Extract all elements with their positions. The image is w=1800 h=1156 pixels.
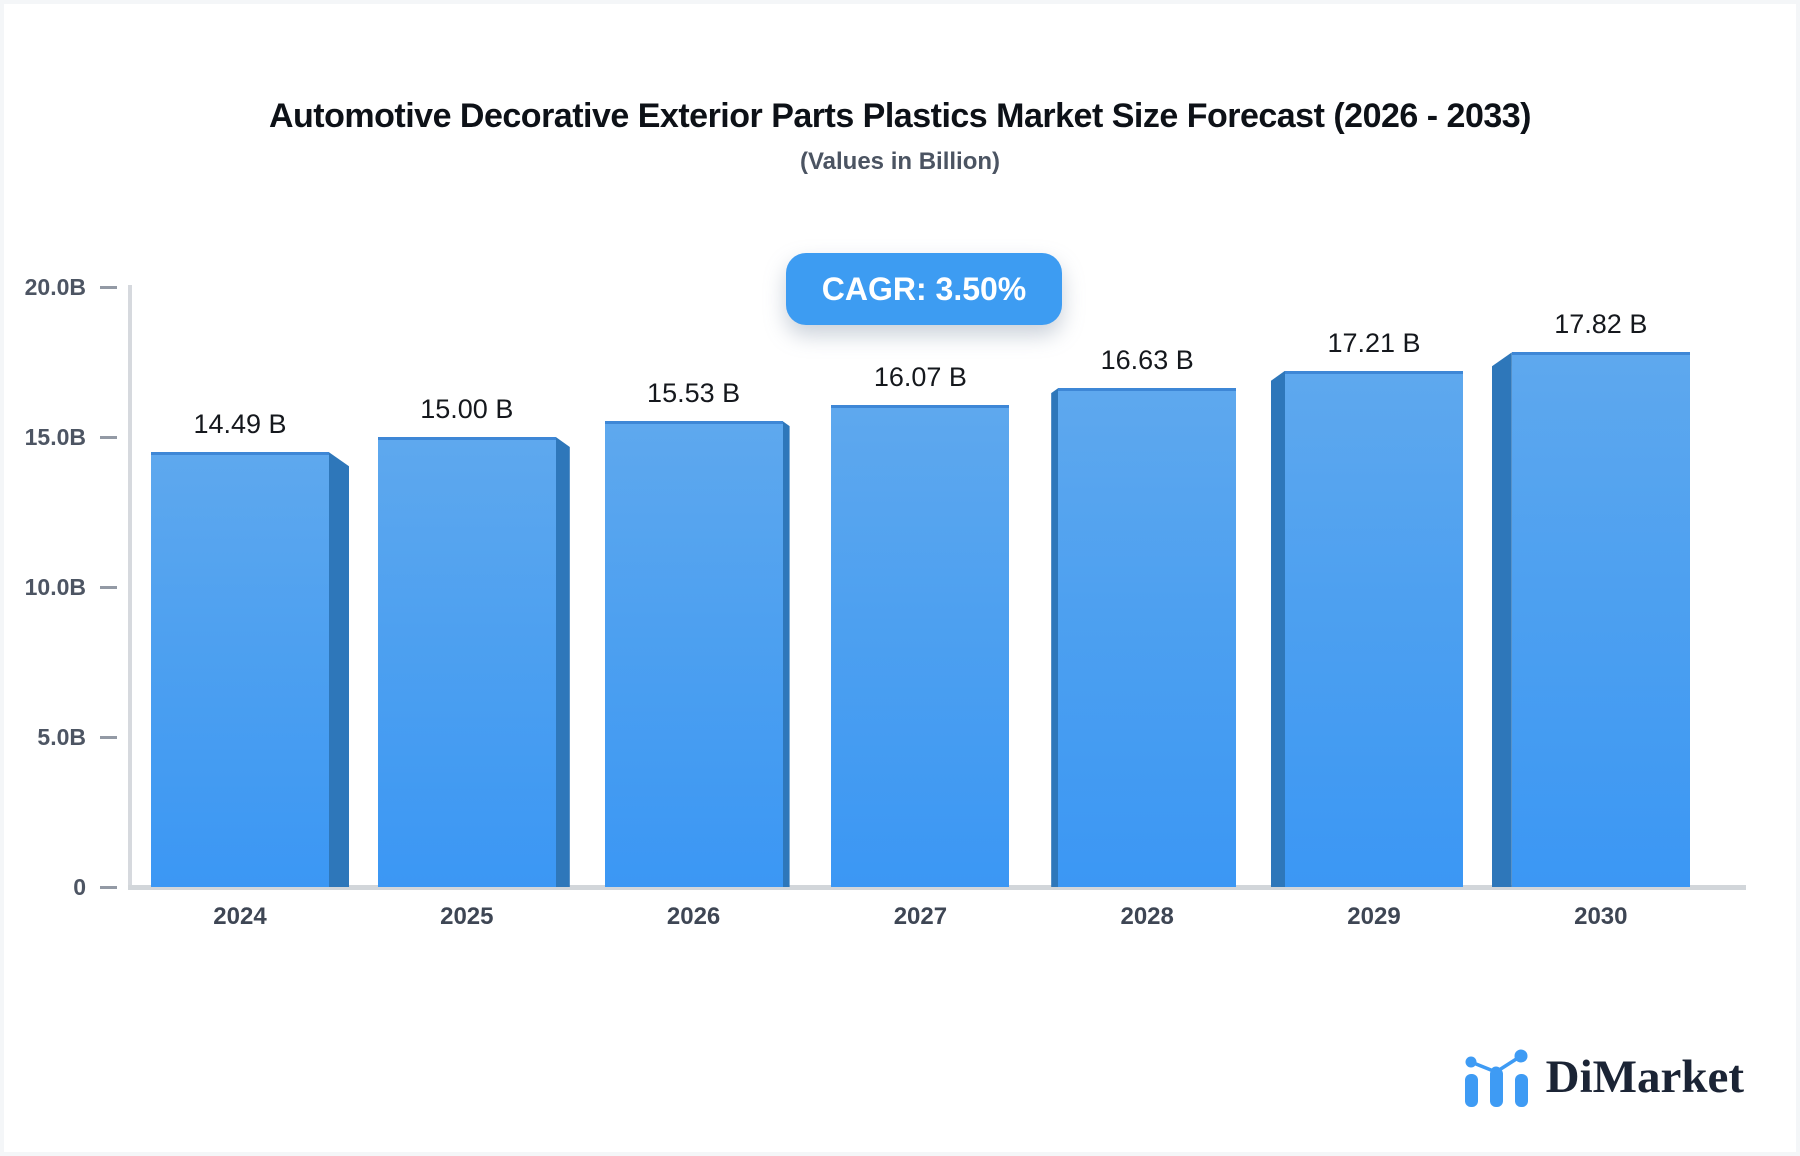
bar-value-label: 14.49 B xyxy=(193,409,287,440)
x-axis-category-label: 2029 xyxy=(1347,903,1401,930)
brand-name: DiMarket xyxy=(1545,1051,1744,1103)
bar-2024 xyxy=(151,452,329,887)
bar-value-label: 16.07 B xyxy=(873,361,967,392)
bar-3d-side xyxy=(555,437,570,887)
bar-value-label: 17.21 B xyxy=(1327,327,1421,358)
y-axis-tick-mark xyxy=(100,436,117,439)
x-axis-category-label: 2026 xyxy=(666,903,721,930)
y-axis-tick-mark xyxy=(100,586,117,589)
bar-2025 xyxy=(377,437,556,887)
bar-value-label: 17.82 B xyxy=(1554,309,1648,340)
bar-2026 xyxy=(604,421,783,887)
bar-value-label: 15.53 B xyxy=(647,378,741,409)
y-axis-tick-label: 10.0B xyxy=(24,574,86,600)
x-axis-category-label: 2025 xyxy=(440,903,494,930)
brand-logo: DiMarket xyxy=(1463,1046,1744,1108)
bar-3d-side xyxy=(1271,370,1285,887)
bar-2029 xyxy=(1285,370,1463,887)
x-axis-category-label: 2030 xyxy=(1574,903,1628,930)
bar-value-label: 15.00 B xyxy=(420,394,514,424)
bar-3d-side xyxy=(1051,388,1059,887)
bar-3d-side xyxy=(782,421,790,887)
cagr-badge: CAGR: 3.50% xyxy=(786,253,1062,325)
bar-3d-side xyxy=(329,452,349,887)
y-axis-tick-label: 20.0B xyxy=(24,274,86,300)
chart-subtitle: (Values in Billion) xyxy=(799,148,1001,175)
y-axis-tick-mark xyxy=(100,736,117,739)
chart-title: Automotive Decorative Exterior Parts Pla… xyxy=(268,97,1532,135)
x-axis-category-label: 2028 xyxy=(1120,903,1174,930)
y-axis-line xyxy=(128,285,132,889)
bar-2030 xyxy=(1511,352,1690,887)
bar-2027 xyxy=(831,404,1010,887)
dimarket-logo-icon xyxy=(1464,1049,1528,1107)
bar-value-label: 16.63 B xyxy=(1100,345,1194,376)
y-axis-tick-mark xyxy=(100,286,117,289)
x-axis-baseline xyxy=(128,885,1746,890)
y-axis-tick-label: 5.0B xyxy=(37,724,86,750)
y-axis-tick-label: 0 xyxy=(73,874,86,900)
bar-3d-side xyxy=(1491,352,1512,887)
y-axis-tick-label: 15.0B xyxy=(24,424,86,450)
x-axis-category-label: 2024 xyxy=(213,903,267,930)
bar-2028 xyxy=(1058,388,1237,887)
x-axis-category-label: 2027 xyxy=(893,903,948,930)
y-axis-tick-mark xyxy=(100,886,117,889)
